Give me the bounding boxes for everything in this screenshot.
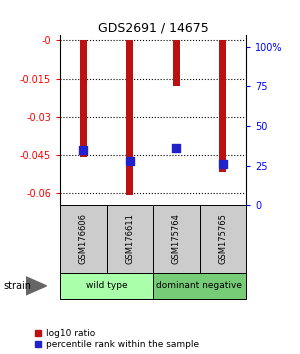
Bar — [173, 40, 180, 86]
Bar — [80, 40, 87, 157]
Text: GSM176606: GSM176606 — [79, 213, 88, 264]
Text: strain: strain — [3, 281, 31, 291]
Text: GSM176611: GSM176611 — [125, 213, 134, 264]
Point — [220, 161, 225, 167]
Point — [128, 158, 132, 164]
Text: GSM175764: GSM175764 — [172, 213, 181, 264]
Text: wild type: wild type — [86, 281, 127, 290]
Polygon shape — [26, 277, 46, 295]
Point — [174, 145, 179, 151]
Bar — [219, 40, 226, 172]
Text: GSM175765: GSM175765 — [218, 213, 227, 264]
Point — [81, 147, 86, 153]
Bar — [126, 40, 133, 195]
Title: GDS2691 / 14675: GDS2691 / 14675 — [98, 21, 208, 34]
Legend: log10 ratio, percentile rank within the sample: log10 ratio, percentile rank within the … — [34, 329, 200, 349]
Text: dominant negative: dominant negative — [157, 281, 242, 290]
